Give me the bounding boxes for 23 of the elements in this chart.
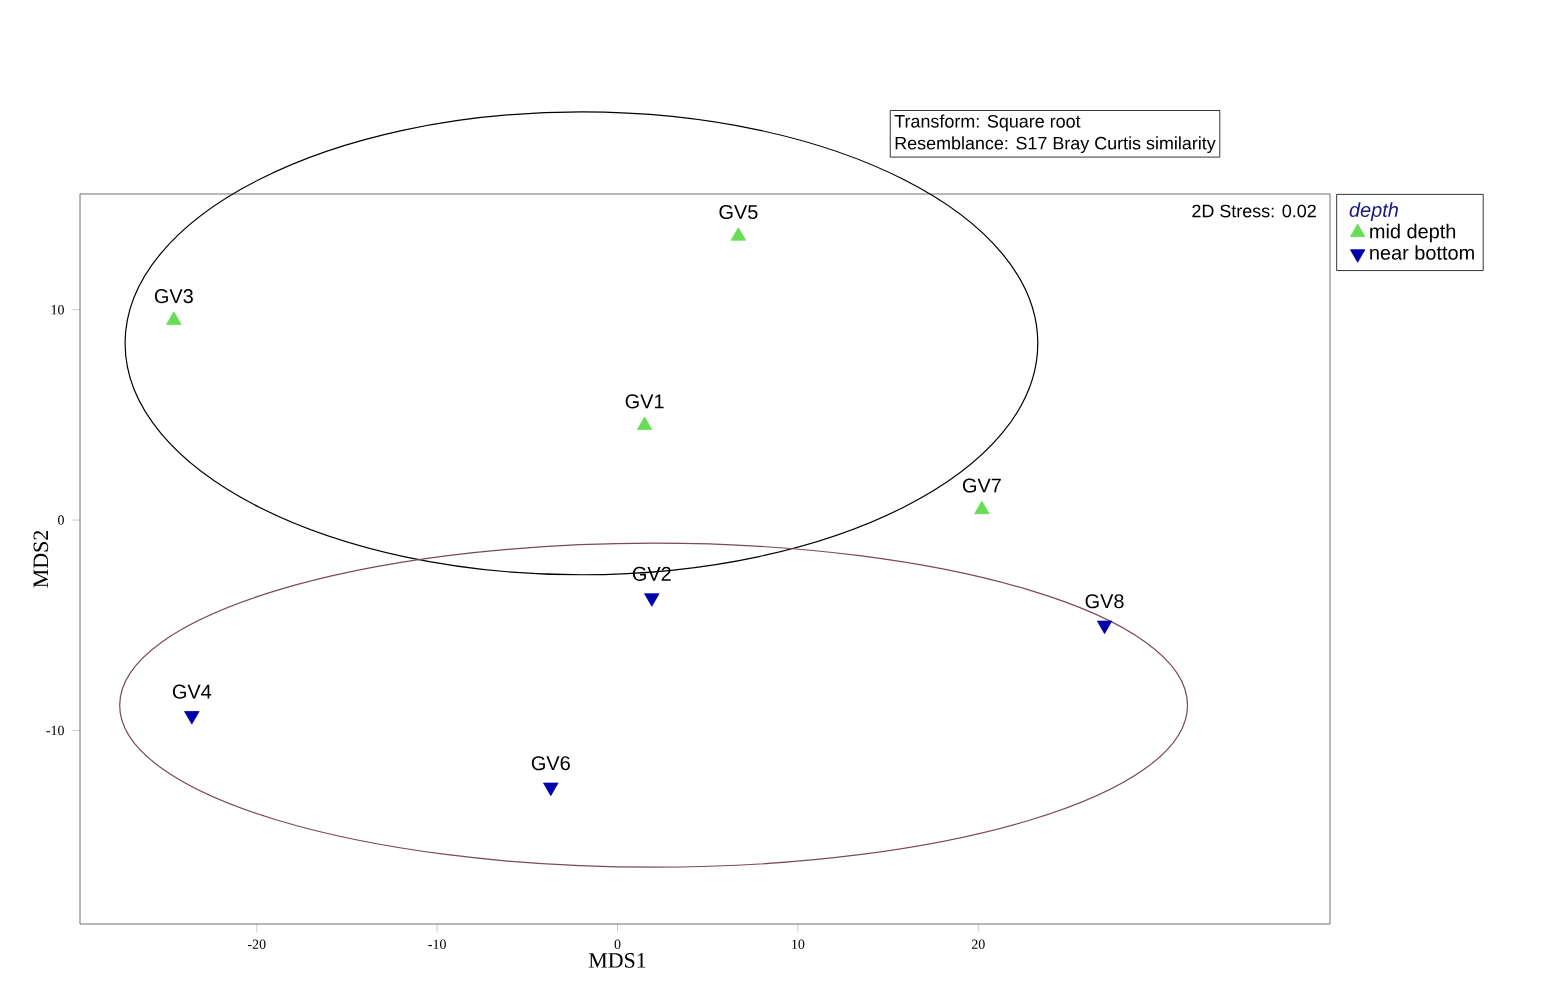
legend-label: near bottom [1370, 245, 1474, 260]
point [1096, 620, 1113, 635]
annotation: 2D Stress: 0.02 [1192, 204, 1316, 218]
annotation: GV4 [172, 684, 212, 699]
annotation: GV5 [719, 204, 758, 220]
annotation: GV3 [154, 289, 193, 304]
point [730, 227, 747, 241]
annotation: GV6 [531, 756, 570, 771]
point [974, 500, 990, 515]
point [184, 711, 200, 725]
x-axis-title: MDS1 [588, 953, 646, 968]
text: Resemblance: S17 Bray Curtis similarity [895, 136, 1216, 154]
annotation: GV7 [962, 478, 1001, 493]
annotation: GV8 [1085, 594, 1124, 609]
point [644, 593, 660, 607]
legend-label: mid depth [1370, 223, 1456, 243]
point [636, 416, 653, 430]
text: Transform: Square root [894, 114, 1081, 132]
legend-title: depth [1349, 202, 1398, 221]
y-axis-title: MDS2 [33, 530, 49, 588]
annotation: GV1 [625, 394, 664, 409]
point [543, 782, 559, 797]
point [166, 311, 182, 325]
